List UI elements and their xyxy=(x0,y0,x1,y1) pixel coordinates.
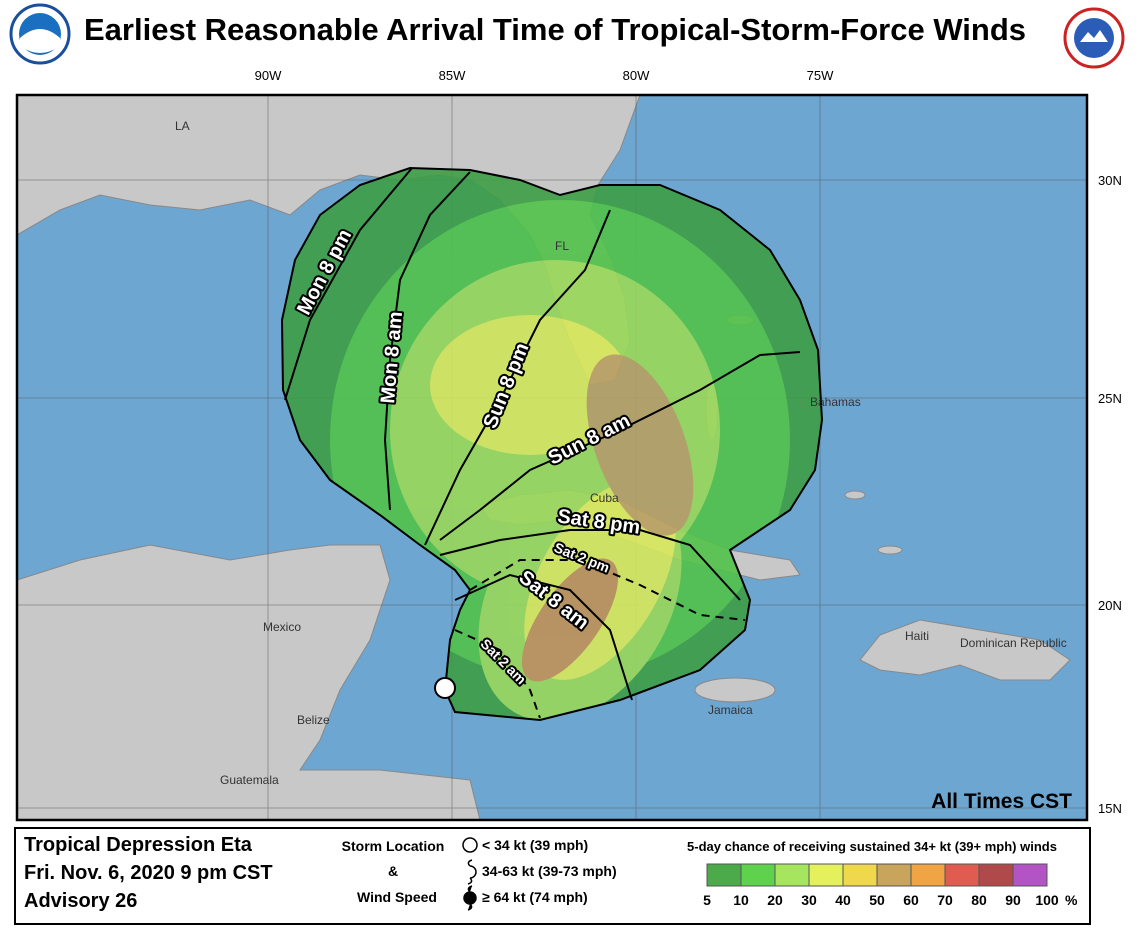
color-swatch xyxy=(876,863,912,887)
color-swatch xyxy=(1012,863,1048,887)
colorbar-label: 40 xyxy=(835,892,851,908)
place-label: Cuba xyxy=(590,491,619,505)
colorbar-label: 100 xyxy=(1035,892,1059,908)
storm-location xyxy=(434,677,456,699)
place-label: Jamaica xyxy=(708,703,753,717)
advisory: Advisory 26 xyxy=(24,890,137,912)
lon-label: 75W xyxy=(807,68,834,83)
color-swatch xyxy=(910,863,946,887)
place-label: Haiti xyxy=(905,629,929,643)
time-note: All Times CST xyxy=(931,790,1072,813)
place-label: LA xyxy=(175,119,190,133)
place-label: Bahamas xyxy=(810,395,861,409)
lat-label: 20N xyxy=(1098,598,1122,613)
place-label: Mexico xyxy=(263,620,301,634)
lat-label: 30N xyxy=(1098,173,1122,188)
colorbar-label: 20 xyxy=(767,892,783,908)
colorbar-label: 60 xyxy=(903,892,919,908)
colorbar-label: 90 xyxy=(1005,892,1021,908)
storm-time: Fri. Nov. 6, 2020 9 pm CST xyxy=(24,862,273,884)
probability-field xyxy=(282,168,822,720)
color-swatch xyxy=(774,863,810,887)
title: Earliest Reasonable Arrival Time of Trop… xyxy=(84,12,1026,47)
color-swatch xyxy=(740,863,776,887)
wind-icon xyxy=(462,837,478,853)
wind-class: 34-63 kt (39-73 mph) xyxy=(482,863,617,879)
colorbar-label: 80 xyxy=(971,892,987,908)
color-swatch xyxy=(842,863,878,887)
wind-icon xyxy=(463,885,477,911)
wind-class: < 34 kt (39 mph) xyxy=(482,837,588,853)
legend-title: & xyxy=(388,863,398,879)
colorbar-label: 5 xyxy=(703,892,711,908)
map: LA FL Bahamas Cuba Mexico Haiti Dominica… xyxy=(17,95,1087,820)
place-label: Belize xyxy=(297,713,330,727)
lon-label: 85W xyxy=(439,68,466,83)
storm-name: Tropical Depression Eta xyxy=(24,834,253,856)
place-label: Dominican Republic xyxy=(960,636,1067,650)
lon-label: 90W xyxy=(255,68,282,83)
wind-class: ≥ 64 kt (74 mph) xyxy=(482,889,588,905)
probability-title: 5-day chance of receiving sustained 34+ … xyxy=(687,839,1057,854)
map-frame xyxy=(15,93,1089,822)
legend-title: Storm Location xyxy=(342,838,445,854)
place-label: FL xyxy=(555,239,569,253)
color-swatch xyxy=(706,863,742,887)
colorbar-label: 30 xyxy=(801,892,817,908)
place-label: Guatemala xyxy=(220,773,279,787)
lat-label: 15N xyxy=(1098,801,1122,816)
wind-icon xyxy=(467,859,477,885)
color-swatch xyxy=(808,863,844,887)
colorbar-unit: % xyxy=(1065,892,1078,908)
lon-label: 80W xyxy=(623,68,650,83)
colorbar-label: 70 xyxy=(937,892,953,908)
colorbar-label: 10 xyxy=(733,892,749,908)
color-swatch xyxy=(978,863,1014,887)
legend-title: Wind Speed xyxy=(357,889,437,905)
color-swatch xyxy=(944,863,980,887)
nws-logo xyxy=(1063,7,1125,69)
noaa-logo xyxy=(9,3,71,65)
lat-label: 25N xyxy=(1098,391,1122,406)
colorbar: 5 10 20 30 40 50 60 70 80 90 100% xyxy=(703,863,1078,908)
colorbar-label: 50 xyxy=(869,892,885,908)
